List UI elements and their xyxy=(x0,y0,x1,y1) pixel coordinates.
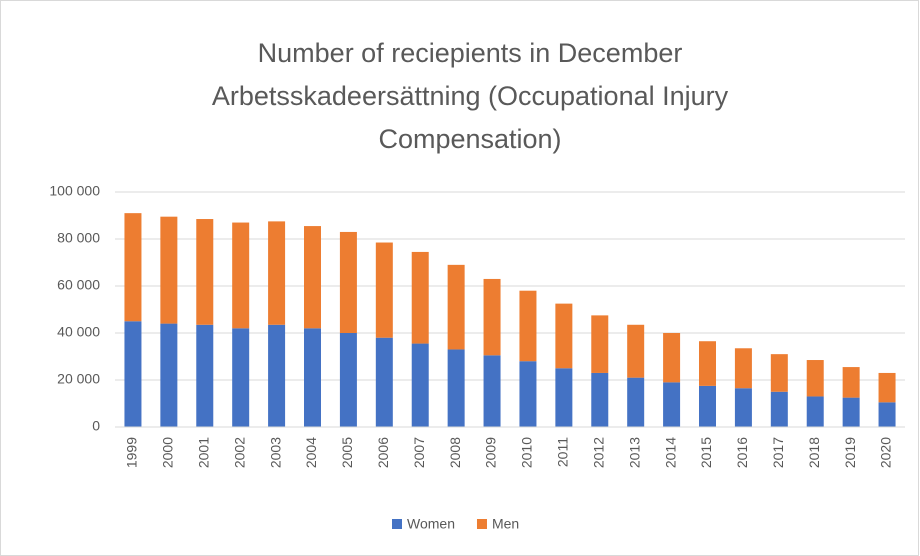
y-tick-label: 60 000 xyxy=(57,277,100,293)
bar-segment xyxy=(806,396,824,427)
bar-segment xyxy=(591,372,609,427)
bar-segment xyxy=(734,388,752,427)
bar-segment xyxy=(268,324,286,427)
bar-segment xyxy=(699,341,716,386)
bar-segment xyxy=(591,315,609,373)
x-tick-label: 2020 xyxy=(878,437,894,468)
x-tick-label: 2017 xyxy=(770,437,786,468)
bar-segment xyxy=(304,226,321,329)
chart-title: Compensation) xyxy=(378,124,561,154)
bar-segment xyxy=(555,368,573,427)
bar-segment xyxy=(124,213,142,322)
bar-segment xyxy=(196,219,214,325)
bar-segment xyxy=(268,221,286,325)
bar-segment xyxy=(160,323,178,427)
y-tick-label: 100 000 xyxy=(49,183,100,199)
bar-segment xyxy=(375,242,393,338)
bar-segment xyxy=(411,343,429,427)
x-tick-label: 2016 xyxy=(734,437,750,468)
bar-segment xyxy=(842,397,860,427)
x-tick-label: 2011 xyxy=(555,437,571,467)
x-tick-label: 2001 xyxy=(195,437,211,468)
bar-segment xyxy=(232,328,250,427)
bar-segment xyxy=(232,222,250,329)
x-tick-label: 2013 xyxy=(626,437,642,468)
bar-segment xyxy=(483,278,501,356)
bar-segment xyxy=(447,264,465,350)
x-tick-label: 2006 xyxy=(375,437,391,468)
chart-title: Arbetsskadeersättning (Occupational Inju… xyxy=(212,81,729,111)
bar-segment xyxy=(878,372,896,403)
legend-label: Women xyxy=(407,516,455,532)
bar-segment xyxy=(124,321,142,427)
y-tick-label: 20 000 xyxy=(57,371,100,387)
bar-segment xyxy=(878,402,896,427)
bar-segment xyxy=(375,337,393,427)
bar-segment xyxy=(304,328,321,427)
x-tick-label: 2010 xyxy=(519,437,535,468)
bar-segment xyxy=(627,377,645,427)
x-tick-label: 2018 xyxy=(806,437,822,468)
bar-segment xyxy=(699,385,716,427)
bar-segment xyxy=(627,324,645,378)
x-tick-label: 2008 xyxy=(447,437,463,468)
bar-segment xyxy=(734,348,752,389)
x-tick-label: 2012 xyxy=(590,437,606,468)
x-tick-label: 2019 xyxy=(842,437,858,468)
x-tick-label: 2014 xyxy=(662,437,678,468)
bar-segment xyxy=(519,290,537,362)
bar-segment xyxy=(770,391,788,427)
bar-segment xyxy=(842,367,860,398)
bar-segment xyxy=(519,361,537,427)
x-tick-label: 2002 xyxy=(231,437,247,468)
x-tick-label: 2004 xyxy=(303,437,319,468)
bar-segment xyxy=(160,216,178,324)
x-tick-label: 1999 xyxy=(124,437,140,468)
bar-segment xyxy=(663,382,681,427)
legend-swatch xyxy=(476,519,487,529)
x-tick-label: 2003 xyxy=(267,437,283,468)
y-tick-label: 80 000 xyxy=(57,230,100,246)
x-tick-label: 2015 xyxy=(698,437,714,468)
bar-segment xyxy=(483,355,501,427)
y-tick-label: 40 000 xyxy=(57,324,100,340)
bar-segment xyxy=(196,324,214,427)
x-tick-label: 2007 xyxy=(411,437,427,468)
chart-title: Number of reciepients in December xyxy=(258,38,683,68)
bar-segment xyxy=(555,303,573,369)
bar-segment xyxy=(411,251,429,344)
bar-segment xyxy=(663,333,681,383)
x-tick-label: 2005 xyxy=(339,437,355,468)
bar-segment xyxy=(339,231,357,333)
y-tick-label: 0 xyxy=(92,418,100,434)
bar-segment xyxy=(339,333,357,427)
legend-label: Men xyxy=(492,516,519,532)
bar-segment xyxy=(806,360,824,397)
x-tick-label: 2009 xyxy=(483,437,499,468)
x-tick-label: 2000 xyxy=(160,437,176,468)
bar-segment xyxy=(770,354,788,392)
legend-swatch xyxy=(392,519,402,529)
bar-segment xyxy=(447,349,465,427)
